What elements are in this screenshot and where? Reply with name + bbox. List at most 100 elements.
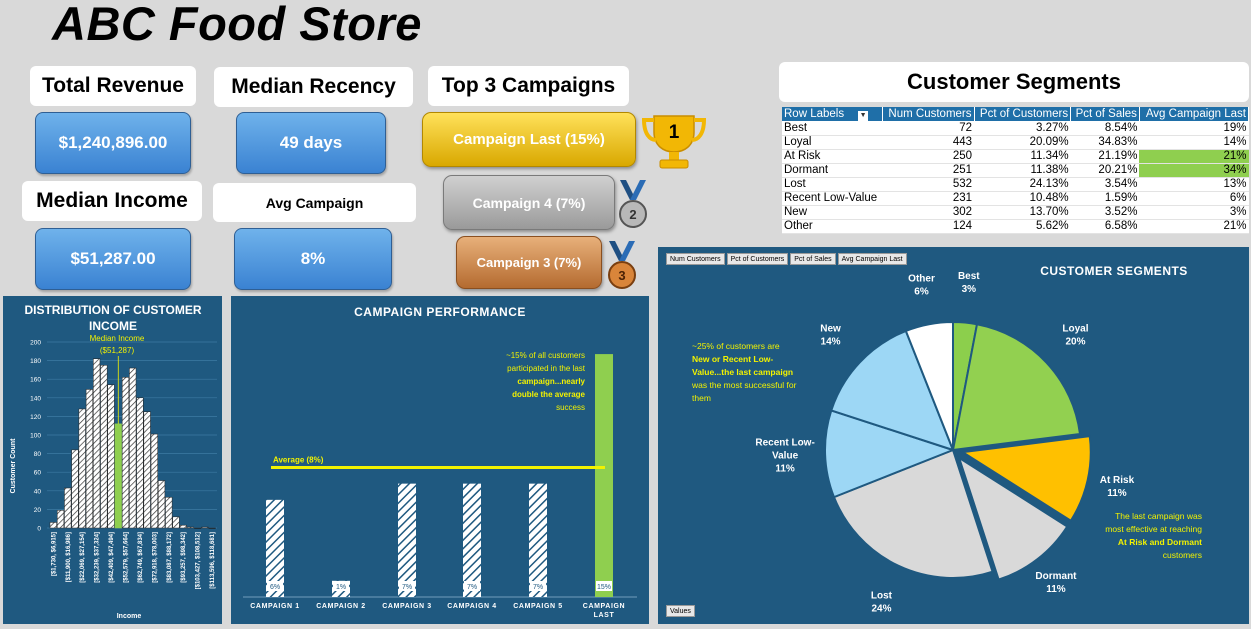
histogram-bar — [56, 510, 65, 529]
field-button-pct-sales[interactable]: Pct of Sales — [790, 253, 836, 265]
histogram-bar-median — [114, 423, 122, 529]
histogram-bar — [129, 367, 137, 529]
field-button-pct-customers[interactable]: Pct of Customers — [726, 253, 789, 265]
pie-annotation-left-line: Value...the last campaign — [692, 367, 793, 377]
median-income-value[interactable]: $51,287.00 — [35, 228, 191, 290]
table-row[interactable]: Lost 532 24.13% 3.54% 13% — [782, 177, 1249, 192]
table-cell: 3.52% — [1070, 205, 1140, 220]
histogram-bar — [136, 397, 144, 529]
income-histogram-panel: DISTRIBUTION OF CUSTOMER INCOME 0 20 40 60 8… — [3, 296, 222, 624]
pie-data-label: Lost — [871, 591, 893, 602]
histogram-bar — [201, 526, 209, 529]
column-header: Pct of Customers — [974, 107, 1072, 121]
table-cell: 72 — [882, 121, 974, 136]
campaign-category-label: CAMPAIGN 1 — [250, 603, 299, 610]
table-row[interactable]: Dormant 251 11.38% 20.21% 34% — [782, 163, 1249, 178]
campaign-performance-chart[interactable]: CAMPAIGN PERFORMANCE 6% CAMPAIGN 1 1% CAMPA… — [231, 296, 649, 624]
campaign-second-button[interactable]: Campaign 4 (7%) — [443, 175, 615, 230]
data-label-bg — [399, 581, 415, 591]
trophy-icon: 1 — [641, 115, 707, 169]
pie-slice — [951, 323, 1082, 452]
total-revenue-value[interactable]: $1,240,896.00 — [35, 112, 191, 174]
pie-slice — [959, 435, 1092, 523]
table-cell: 8.54% — [1070, 121, 1140, 136]
data-label-bg — [333, 581, 349, 591]
table-cell: 24.13% — [974, 177, 1071, 192]
x-tick-label: [$42,409, $47,494] — [109, 532, 115, 583]
medal-ribbon-right — [630, 180, 646, 200]
table-cell: 10.48% — [974, 191, 1071, 206]
table-cell: 3.27% — [974, 121, 1071, 136]
histogram-bar — [85, 389, 93, 529]
median-recency-label: Median Recency — [214, 67, 413, 107]
x-tick-label: [$93,257, $98,342] — [181, 532, 187, 583]
table-cell: 19% — [1139, 121, 1249, 136]
median-income-annotation-value: ($51,287) — [100, 346, 135, 355]
table-row[interactable]: At Risk 250 11.34% 21.19% 21% — [782, 149, 1249, 164]
top-campaigns-label: Top 3 Campaigns — [428, 66, 629, 106]
silver-medal-icon: 2 — [619, 180, 647, 228]
table-cell: 11.34% — [974, 149, 1071, 164]
x-tick-label: [$113,596, $118,681] — [210, 532, 216, 589]
data-label-bg — [596, 581, 612, 591]
table-cell: Other — [782, 219, 883, 234]
table-cell-highlight: 21% — [1139, 149, 1249, 164]
y-tick-label: 20 — [34, 507, 42, 514]
data-label-bg — [530, 581, 546, 591]
table-cell: 34.83% — [1070, 135, 1140, 150]
campaign-category-label: CAMPAIGN 4 — [447, 603, 496, 610]
income-histogram-chart[interactable]: DISTRIBUTION OF CUSTOMER INCOME 0 20 40 60 8… — [3, 296, 222, 624]
table-cell: 231 — [882, 191, 974, 206]
trophy-stem — [669, 152, 679, 160]
table-cell: Recent Low-Value — [782, 191, 883, 206]
field-button-avg-campaign-last[interactable]: Avg Campaign Last — [837, 253, 907, 265]
campaign-data-label: 7% — [467, 584, 477, 591]
y-tick-label: 60 — [34, 470, 42, 477]
avg-campaign-label: Avg Campaign — [213, 183, 416, 222]
pie-slice — [824, 409, 956, 499]
campaign-performance-panel: CAMPAIGN PERFORMANCE 6% CAMPAIGN 1 1% CAMPA… — [231, 296, 649, 624]
histogram-bar — [194, 527, 202, 529]
column-header[interactable]: Row Labels ▼ — [782, 107, 884, 121]
campaign-category-label: LAST — [594, 612, 615, 619]
filter-dropdown-icon[interactable]: ▼ — [858, 110, 869, 121]
pie-data-label: Loyal — [1062, 323, 1088, 334]
histogram-bar — [150, 433, 158, 529]
table-row[interactable]: New 302 13.70% 3.52% 3% — [782, 205, 1249, 220]
column-header: Pct of Sales — [1070, 107, 1140, 121]
table-cell: Lost — [782, 177, 883, 192]
pie-annotation-left-line: was the most successful for — [691, 380, 797, 390]
histogram-bar — [78, 408, 86, 529]
campaign-data-label: 7% — [533, 584, 543, 591]
table-cell: New — [782, 205, 883, 220]
segments-pie-chart[interactable]: CUSTOMER SEGMENTS Best 3% Loyal 20% At Risk 1… — [658, 247, 1249, 624]
campaign-category-label: CAMPAIGN 5 — [513, 603, 562, 610]
table-cell: At Risk — [782, 149, 883, 164]
campaign-third-button[interactable]: Campaign 3 (7%) — [456, 236, 602, 289]
avg-campaign-value[interactable]: 8% — [234, 228, 392, 290]
table-row[interactable]: Other 124 5.62% 6.58% 21% — [782, 219, 1249, 234]
pie-data-label: 6% — [914, 286, 929, 297]
x-tick-label: [$52,579, $57,664] — [123, 532, 129, 583]
histogram-bar — [143, 411, 151, 529]
pie-annotation-right-line: The last campaign was — [1115, 511, 1202, 521]
field-button-num-customers[interactable]: Num Customers — [666, 253, 725, 265]
bronze-medal-icon: 3 — [608, 241, 636, 289]
campaign-category-label: CAMPAIGN 3 — [382, 603, 431, 610]
histogram-bar — [158, 480, 166, 529]
pie-slice — [904, 320, 954, 451]
table-row[interactable]: Recent Low-Value 231 10.48% 1.59% 6% — [782, 191, 1249, 206]
campaign-bar — [266, 499, 284, 597]
table-cell: 11.38% — [974, 163, 1071, 178]
table-row[interactable]: Loyal 443 20.09% 34.83% 14% — [782, 135, 1249, 150]
trophy-rank: 1 — [669, 122, 680, 143]
table-cell: 20.09% — [974, 135, 1071, 150]
table-row[interactable]: Best 72 3.27% 8.54% 19% — [782, 121, 1249, 136]
campaign-chart-title: CAMPAIGN PERFORMANCE — [354, 305, 526, 319]
median-recency-value[interactable]: 49 days — [236, 112, 386, 174]
campaign-annotation-line: ~15% of all customers — [506, 351, 585, 360]
pie-data-label: 3% — [962, 284, 977, 295]
values-button[interactable]: Values — [666, 605, 695, 617]
campaign-first-button[interactable]: Campaign Last (15%) — [422, 112, 636, 167]
pie-annotation-left-line: ~25% of customers are — [692, 341, 780, 351]
